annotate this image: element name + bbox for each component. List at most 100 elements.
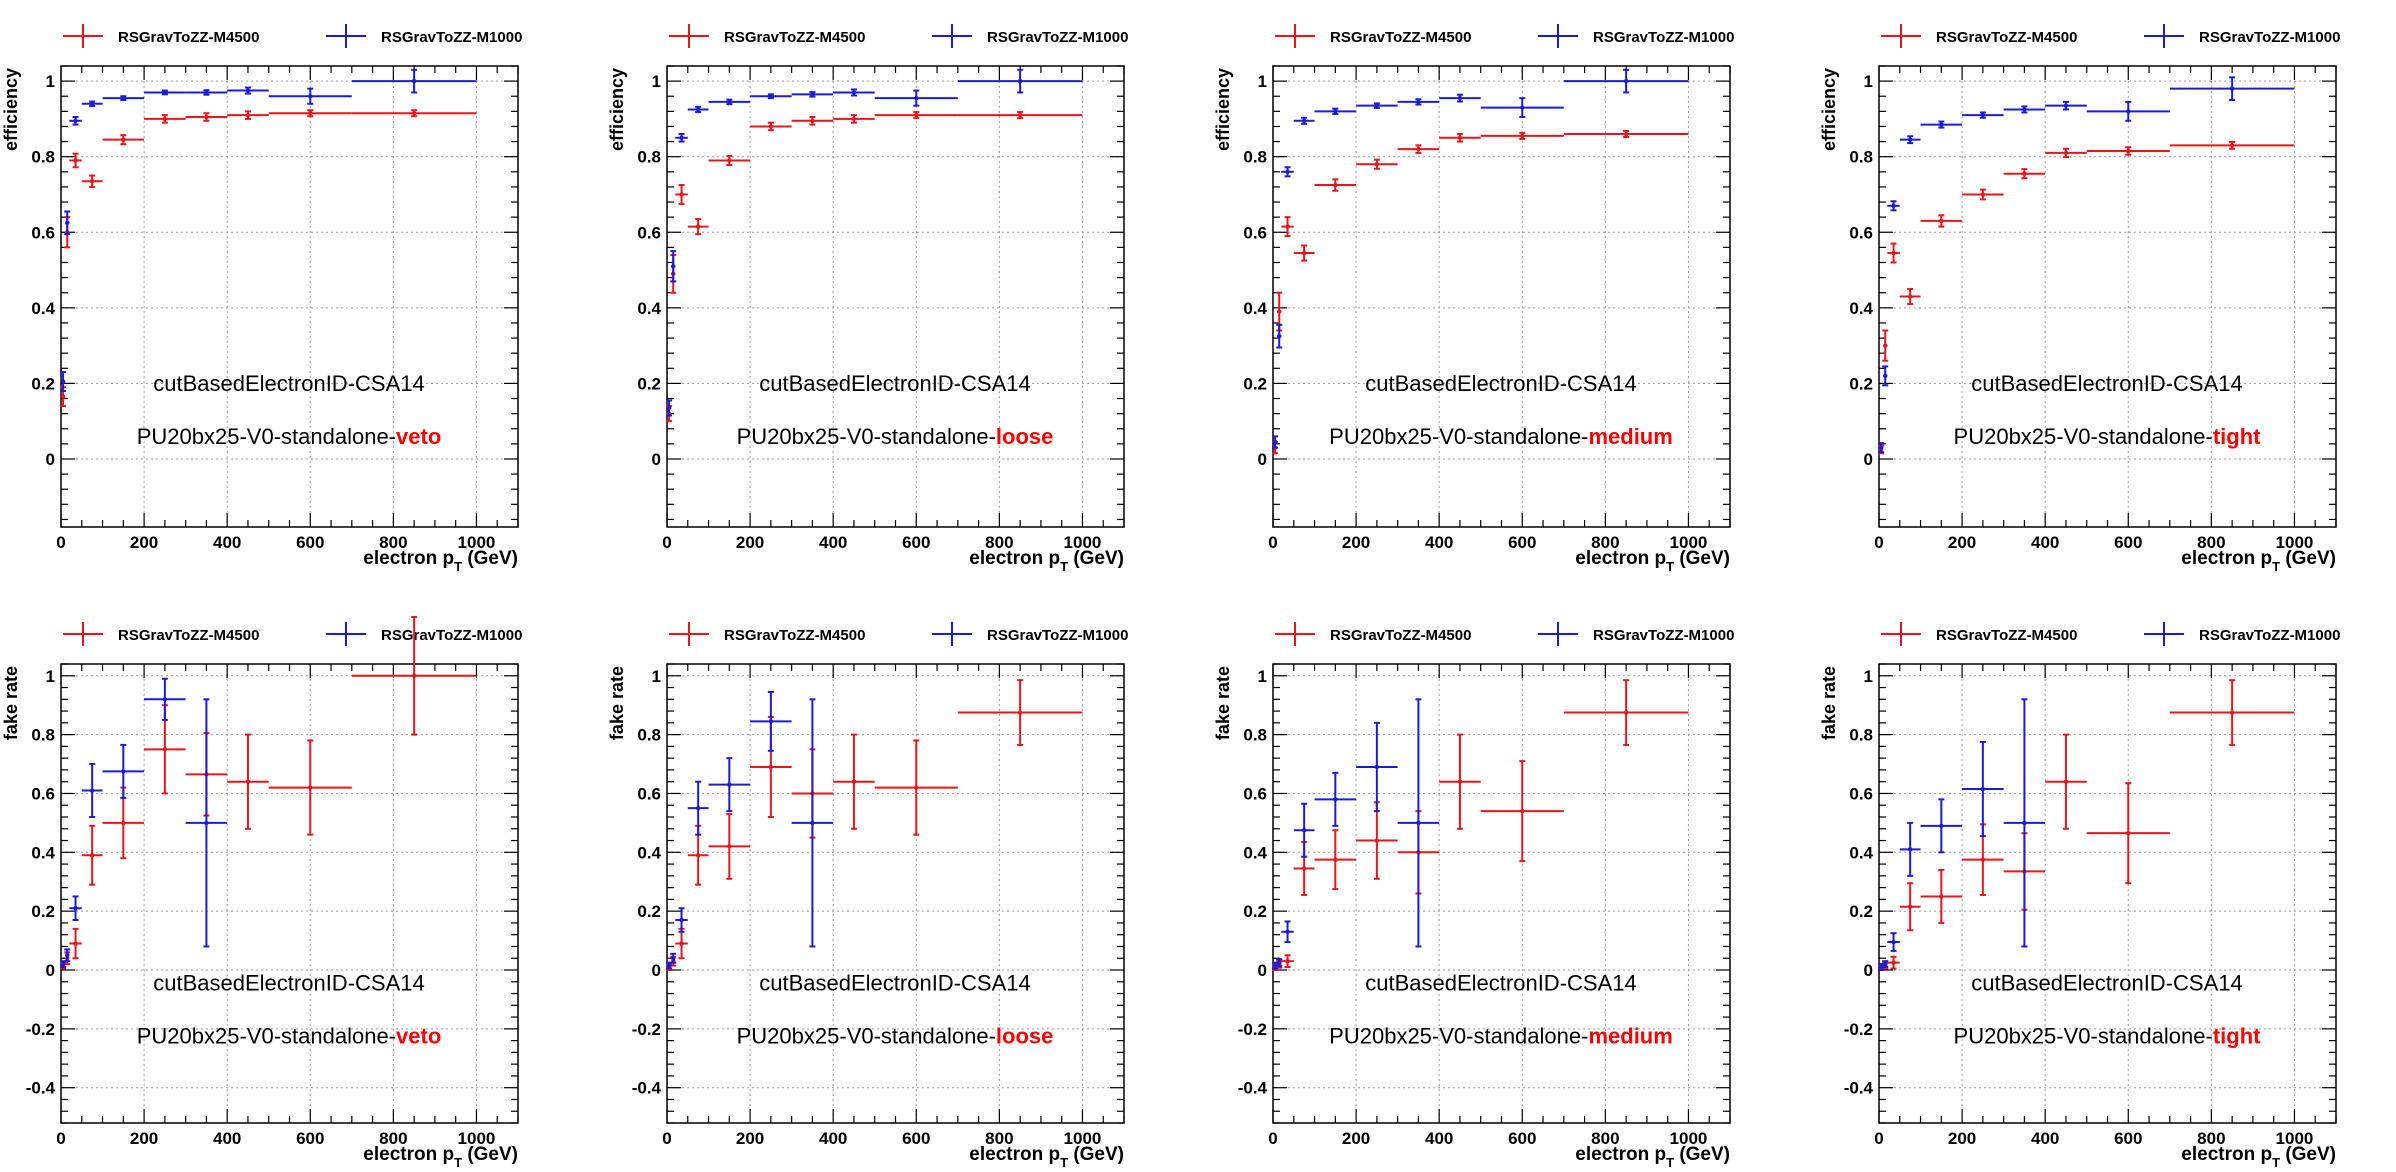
marker (1980, 857, 1986, 862)
marker (768, 764, 774, 770)
x-tick-label: 600 (1508, 533, 1536, 552)
x-axis-title: electron pT (GeV) (1575, 548, 1730, 574)
y-tick-label: 1 (652, 667, 661, 686)
marker (1883, 961, 1888, 967)
x-axis-title: electron pT (GeV) (2181, 1144, 2336, 1170)
data-point (708, 154, 751, 167)
x-tick-label: 200 (1342, 1129, 1370, 1148)
marker (695, 853, 701, 858)
y-axis-title: fake rate (607, 666, 627, 740)
data-point (1281, 954, 1294, 969)
y-tick-label: 0 (46, 450, 55, 469)
y-tick-label: 1 (46, 667, 55, 686)
data-point (1356, 721, 1398, 813)
marker (1980, 112, 1986, 118)
chart-panel-fake-rate-medium: 0 200 400 600 800 1000 -0.4 -0.2 0 0.2 0.4 0.6 0.8 1 f… (1213, 622, 1734, 1170)
y-tick-label: 0.4 (31, 843, 55, 862)
data-point (1281, 216, 1294, 238)
data-point (144, 114, 186, 124)
data-point (1480, 97, 1564, 119)
y-tick-label: -0.2 (632, 1020, 661, 1039)
marker (1623, 78, 1629, 84)
data-point (1920, 120, 1963, 129)
plot-frame (60, 65, 519, 528)
data-point (2045, 147, 2087, 159)
marker (679, 135, 684, 140)
data-point (1920, 214, 1963, 228)
marker (1878, 964, 1884, 970)
x-tick-label: 1000 (2276, 1129, 2314, 1148)
annotation-working-point: PU20bx25-V0-standalone-loose (737, 424, 1054, 449)
data-point (675, 927, 688, 960)
data-point (144, 89, 186, 96)
legend-label: RSGravToZZ-M1000 (987, 29, 1128, 46)
marker (2229, 143, 2235, 148)
data-point (81, 174, 103, 188)
data-point (708, 98, 751, 106)
y-tick-label: 0.8 (1243, 726, 1267, 745)
y-axis-title: fake rate (1213, 666, 1233, 740)
legend-label: RSGravToZZ-M4500 (118, 29, 259, 46)
marker (73, 941, 78, 946)
marker (1939, 122, 1944, 127)
data-point (64, 948, 71, 963)
plot-frame (1878, 663, 2337, 1124)
x-tick-label: 400 (213, 533, 241, 552)
data-point (2003, 105, 2046, 114)
data-point (185, 89, 228, 96)
x-tick-label: 200 (130, 533, 158, 552)
data-point (185, 698, 228, 948)
marker (73, 906, 78, 911)
x-tick-label: 800 (2197, 1129, 2225, 1148)
marker (121, 769, 126, 774)
data-point (1480, 131, 1564, 140)
marker (810, 92, 815, 97)
data-point (268, 87, 352, 105)
chart-panel-fake-rate-tight: 0 200 400 600 800 1000 -0.4 -0.2 0 0.2 0.4 0.6 0.8 1 f… (1819, 622, 2340, 1170)
y-tick-label: 0.6 (637, 784, 661, 803)
x-tick-label: 600 (902, 533, 930, 552)
marker (768, 124, 774, 129)
y-tick-label: 0.4 (1243, 843, 1267, 862)
marker (1333, 857, 1338, 862)
marker (2022, 171, 2027, 176)
data-point (1962, 740, 2004, 838)
marker (1277, 960, 1282, 965)
data-point (687, 780, 709, 836)
marker (2022, 820, 2027, 826)
y-tick-label: 0.6 (1243, 784, 1267, 803)
marker (851, 90, 857, 95)
marker (1333, 797, 1338, 802)
data-point (81, 763, 103, 818)
data-point (750, 690, 792, 752)
data-point (69, 152, 82, 169)
y-tick-label: 0.8 (31, 726, 55, 745)
data-point (1962, 111, 2004, 119)
marker (2063, 779, 2069, 784)
data-point (957, 111, 1083, 120)
legend-label: RSGravToZZ-M1000 (381, 627, 522, 644)
marker (121, 820, 126, 826)
marker (2126, 148, 2131, 154)
legend-label: RSGravToZZ-M4500 (118, 627, 259, 644)
marker (914, 95, 919, 101)
marker (73, 158, 78, 163)
x-tick-label: 400 (2031, 533, 2059, 552)
marker (1374, 162, 1380, 167)
marker (1017, 78, 1023, 84)
marker (2229, 86, 2235, 91)
data-point (102, 786, 145, 860)
marker (1878, 445, 1884, 450)
marker (2126, 830, 2131, 836)
y-tick-label: 0 (1864, 450, 1873, 469)
marker (727, 158, 732, 163)
marker (65, 953, 70, 958)
y-tick-label: -0.4 (26, 1079, 56, 1098)
marker (851, 779, 857, 784)
marker (1285, 224, 1290, 229)
y-tick-label: -0.4 (632, 1079, 662, 1098)
data-point (1397, 144, 1440, 154)
marker (768, 719, 774, 724)
data-point (1882, 329, 1889, 362)
x-tick-label: 600 (296, 533, 324, 552)
